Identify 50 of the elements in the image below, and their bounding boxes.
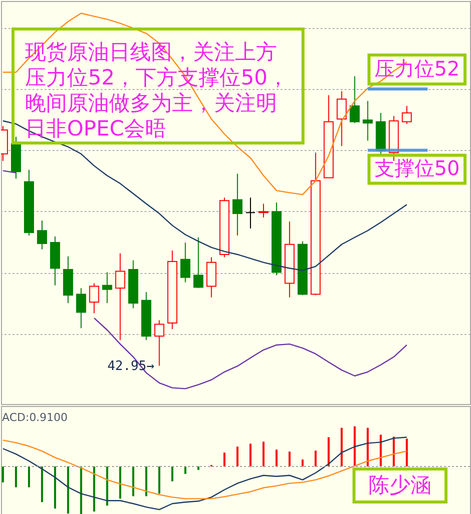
bar — [93, 466, 96, 512]
bar — [236, 446, 238, 466]
candlestick — [350, 76, 360, 124]
candlestick — [193, 236, 204, 289]
bar — [197, 466, 200, 470]
bar — [119, 466, 122, 499]
bar — [223, 452, 226, 466]
bar — [276, 450, 278, 466]
candlestick — [89, 282, 100, 314]
bar — [132, 466, 134, 496]
bar — [67, 466, 70, 514]
candlestick — [154, 320, 164, 366]
ref-line-label: 压力位52 — [374, 56, 460, 81]
candlestick — [180, 242, 190, 283]
bar — [171, 466, 174, 482]
bar — [28, 466, 30, 488]
text: ACD:0.9100 — [2, 411, 68, 424]
bar — [2, 466, 4, 482]
bar — [340, 428, 343, 466]
bar — [406, 438, 408, 466]
candlestick — [336, 90, 347, 146]
bar — [158, 466, 160, 494]
ref-line-label: 支撑位50 — [374, 156, 460, 180]
bar — [366, 428, 369, 466]
bar — [328, 437, 330, 466]
bar — [14, 466, 17, 488]
candlestick — [102, 272, 112, 304]
candlestick — [402, 105, 412, 124]
candlestick — [115, 252, 126, 341]
annotation: 陈少涵 — [368, 473, 432, 497]
bar — [302, 460, 304, 466]
candlestick — [362, 100, 373, 142]
bar — [249, 444, 252, 466]
candlestick — [76, 288, 86, 329]
bar — [145, 466, 148, 496]
bar — [106, 466, 108, 506]
candlestick — [232, 173, 242, 236]
candlestick — [37, 220, 48, 250]
candlestick — [206, 256, 216, 298]
bar — [54, 466, 56, 509]
bar — [380, 434, 382, 466]
bar — [354, 426, 356, 466]
bar — [288, 452, 291, 466]
candlestick — [258, 203, 269, 218]
bar — [262, 442, 265, 466]
bar — [314, 450, 317, 466]
bar — [392, 436, 395, 466]
bar — [41, 466, 44, 502]
candlestick — [245, 197, 256, 229]
bar — [184, 466, 186, 474]
